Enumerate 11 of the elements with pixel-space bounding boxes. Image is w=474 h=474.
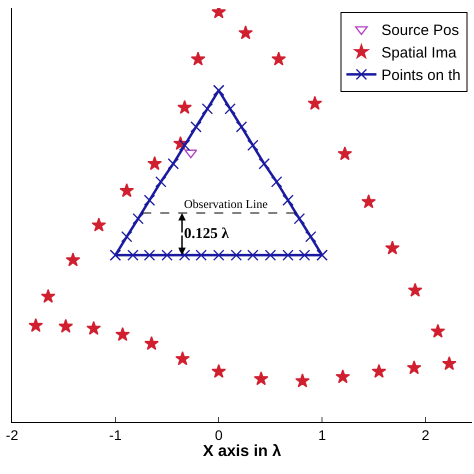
legend-label: Points on th <box>381 67 461 84</box>
annotation: Observation Line <box>184 197 268 211</box>
x-tick-label: 1 <box>318 426 326 443</box>
legend-label: Spatial Ima <box>381 44 458 62</box>
x-tick-label: -2 <box>6 426 18 443</box>
x-tick-label: 0 <box>214 426 223 443</box>
x-axis-title: X axis in λ <box>202 442 282 460</box>
x-tick-label: 2 <box>422 426 430 443</box>
legend-label: Source Pos <box>381 22 459 40</box>
annotation: 0.125 λ <box>184 226 230 242</box>
x-tick-label: -1 <box>109 426 122 443</box>
